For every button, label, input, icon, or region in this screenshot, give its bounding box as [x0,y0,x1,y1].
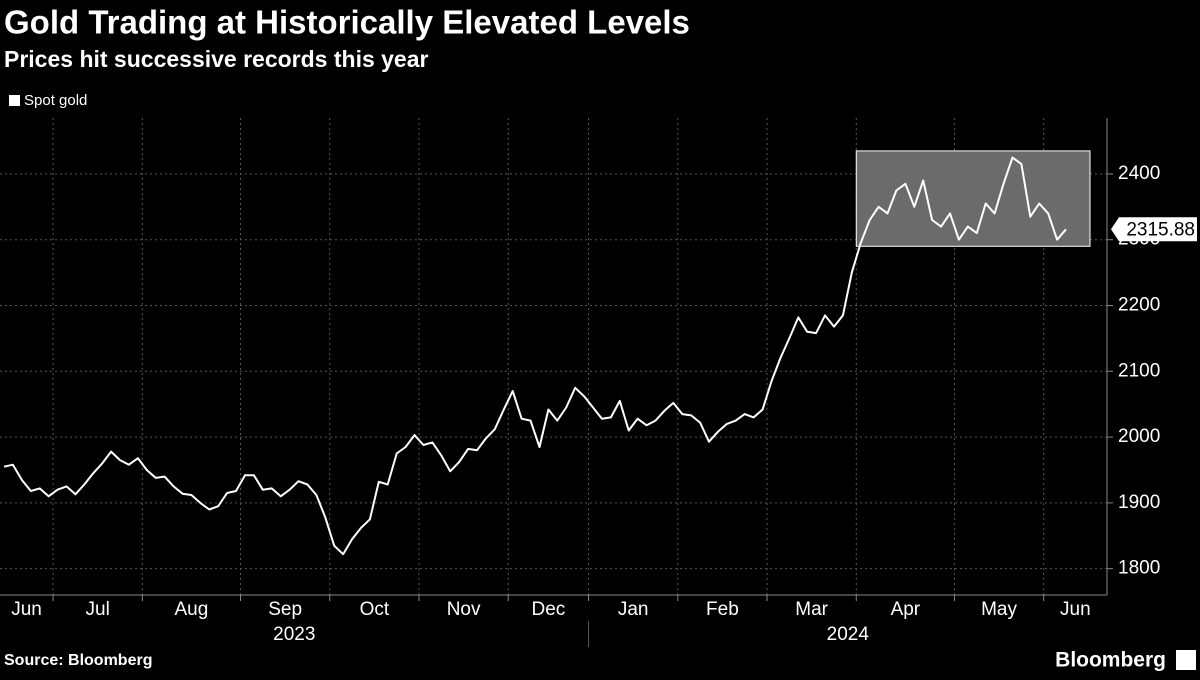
brand-logo [1176,650,1196,670]
x-tick-label: Jun [11,599,42,620]
series-line [3,156,1067,556]
x-tick-label: Dec [531,599,565,620]
y-tick-label: 1800 [1118,558,1160,579]
legend-swatch [9,95,20,106]
x-tick-label: Jun [1060,599,1091,620]
x-tick-label: Sep [268,599,302,620]
y-tick-label: 2400 [1118,163,1160,184]
x-tick-label: Mar [795,599,828,620]
chart-subtitle: Prices hit successive records this year [4,46,429,72]
source: Source: Bloomberg [4,652,152,669]
y-tick-label: 2200 [1118,295,1160,316]
y-tick-label: 2000 [1118,426,1160,447]
x-tick-label: Aug [175,599,209,620]
x-tick-label: Jul [86,599,110,620]
last-value-tag [1111,217,1197,242]
x-tick-label: Nov [447,599,481,620]
x-group-label: 2023 [273,624,315,645]
legend-label: Spot gold [24,92,87,109]
x-tick-label: May [981,599,1017,620]
x-group-label: 2024 [827,624,870,645]
chart-title: Gold Trading at Historically Elevated Le… [4,4,690,41]
x-tick-label: Jan [618,599,649,620]
x-tick-label: Apr [891,599,921,620]
y-tick-label: 2100 [1118,360,1160,381]
brand: Bloomberg [1055,649,1166,672]
last-value-label: 2315.88 [1126,219,1195,240]
x-tick-label: Oct [360,599,390,620]
y-tick-label: 1900 [1118,492,1160,513]
x-tick-label: Feb [706,599,739,620]
